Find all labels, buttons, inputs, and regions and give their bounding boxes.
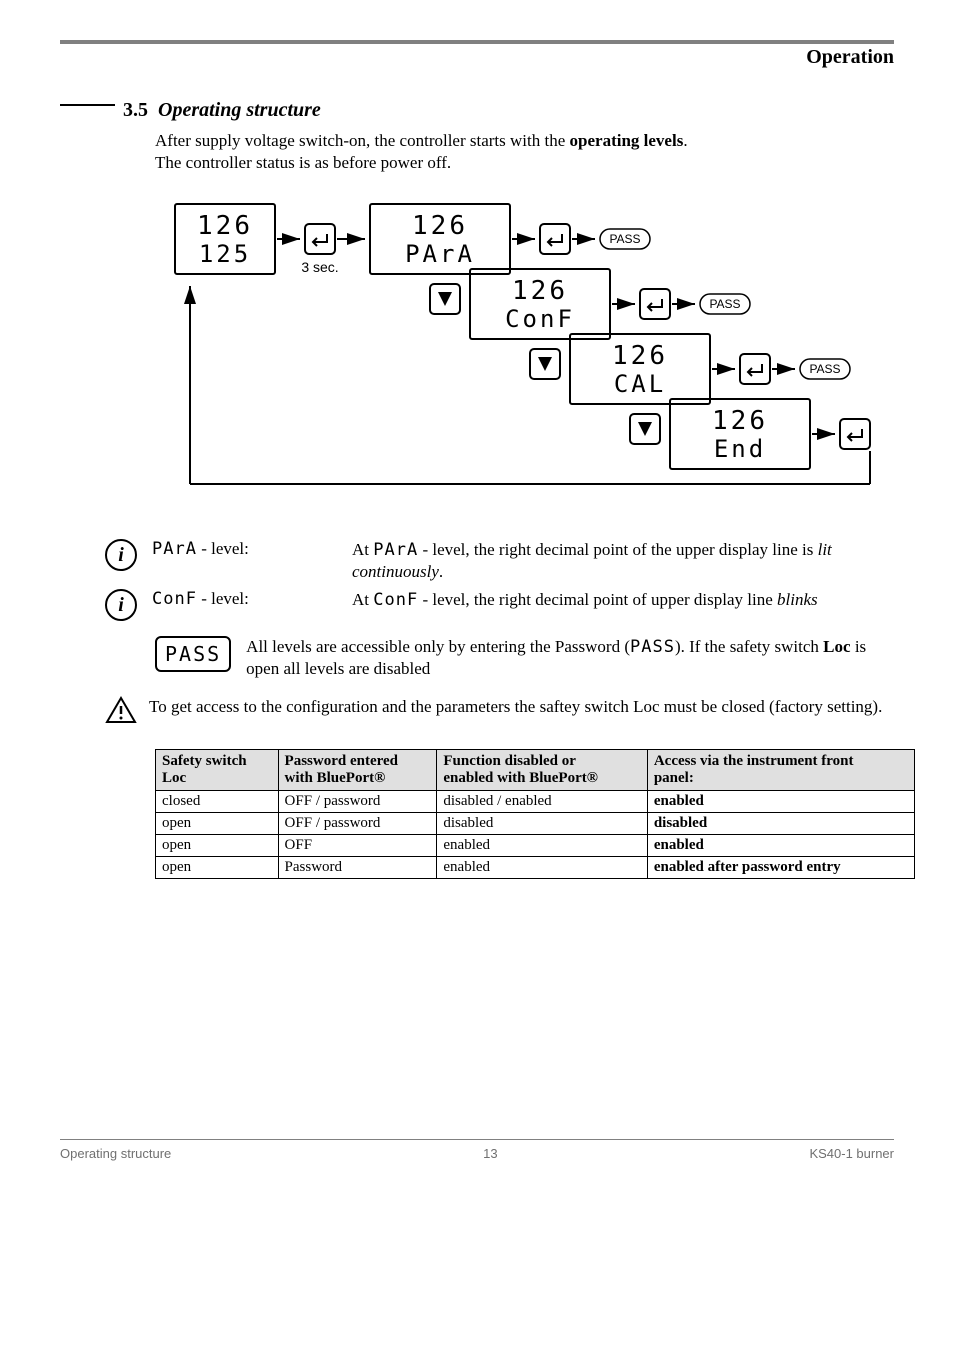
box1-line1: 126 bbox=[197, 211, 253, 241]
info2-a: At bbox=[352, 590, 373, 609]
pass3: PASS bbox=[809, 362, 840, 376]
info1-suffix: - level: bbox=[197, 539, 249, 558]
th2: Password enteredwith BluePort® bbox=[278, 749, 437, 790]
cell: OFF / password bbox=[278, 812, 437, 834]
th4: Access via the instrument frontpanel: bbox=[647, 749, 914, 790]
sec-label: 3 sec. bbox=[301, 259, 338, 275]
warning-icon bbox=[105, 696, 137, 724]
footer-center: 13 bbox=[483, 1146, 497, 1161]
info1-code: PArA bbox=[152, 539, 197, 559]
pb-b: ). If the safety switch bbox=[675, 637, 823, 656]
access-table: Safety switchLoc Password enteredwith Bl… bbox=[155, 749, 915, 879]
menu-flow-diagram: 126 125 3 sec. 126 PArA PASS 126 ConF PA… bbox=[155, 194, 894, 499]
intro-p2: The controller status is as before power… bbox=[155, 153, 451, 172]
section-rule bbox=[60, 104, 115, 106]
info2-b: - level, the right decimal point of uppe… bbox=[418, 590, 777, 609]
section-number: 3.5 bbox=[123, 99, 148, 122]
intro-p1c: . bbox=[683, 131, 687, 150]
pass-text: All levels are accessible only by enteri… bbox=[246, 636, 894, 680]
info1-label: PArA - level: bbox=[152, 539, 352, 559]
box3-line2: ConF bbox=[505, 305, 575, 333]
cell: enabled bbox=[647, 790, 914, 812]
intro-text: After supply voltage switch-on, the cont… bbox=[155, 130, 894, 174]
page-footer: Operating structure 13 KS40-1 burner bbox=[60, 1139, 894, 1161]
cell: OFF bbox=[278, 834, 437, 856]
box3-line1: 126 bbox=[512, 276, 568, 306]
box5-line1: 126 bbox=[712, 406, 768, 436]
pb-code: PASS bbox=[630, 637, 675, 657]
cell: open bbox=[156, 812, 279, 834]
info2-c: blinks bbox=[777, 590, 818, 609]
cell: disabled bbox=[437, 812, 647, 834]
cell: enabled after password entry bbox=[647, 856, 914, 878]
cell: enabled bbox=[437, 856, 647, 878]
warning-text: To get access to the configuration and t… bbox=[149, 696, 882, 718]
info2-label: ConF - level: bbox=[152, 589, 352, 609]
pb-a: All levels are accessible only by enteri… bbox=[246, 637, 630, 656]
info-conf-level: i ConF - level: At ConF - level, the rig… bbox=[105, 589, 894, 621]
diagram-svg: 126 125 3 sec. 126 PArA PASS 126 ConF PA… bbox=[155, 194, 905, 494]
section-header: 3.5 Operating structure bbox=[60, 99, 894, 122]
table-row: closedOFF / passworddisabled / enableden… bbox=[156, 790, 915, 812]
table-row: openOFFenabledenabled bbox=[156, 834, 915, 856]
info-para-level: i PArA - level: At PArA - level, the rig… bbox=[105, 539, 894, 583]
info2-code: ConF bbox=[152, 589, 197, 609]
pb-c: Loc bbox=[823, 637, 850, 656]
cell: enabled bbox=[437, 834, 647, 856]
footer-right: KS40-1 burner bbox=[809, 1146, 894, 1161]
info1-desc: At PArA - level, the right decimal point… bbox=[352, 539, 894, 583]
box5-line2: End bbox=[714, 435, 766, 463]
pass2: PASS bbox=[709, 297, 740, 311]
intro-p1b: operating levels bbox=[570, 131, 684, 150]
info1-a: At bbox=[352, 540, 373, 559]
section-title: Operating structure bbox=[158, 99, 321, 122]
info2-code2: ConF bbox=[373, 590, 418, 610]
box4-line2: CAL bbox=[614, 370, 666, 398]
info2-desc: At ConF - level, the right decimal point… bbox=[352, 589, 894, 611]
box4-line1: 126 bbox=[612, 341, 668, 371]
table-row: openPasswordenabledenabled after passwor… bbox=[156, 856, 915, 878]
info1-code2: PArA bbox=[373, 540, 418, 560]
info2-suffix: - level: bbox=[197, 589, 249, 608]
cell: OFF / password bbox=[278, 790, 437, 812]
header-bar bbox=[60, 40, 894, 44]
box1-line2: 125 bbox=[199, 240, 251, 268]
cell: open bbox=[156, 834, 279, 856]
password-note: PASS All levels are accessible only by e… bbox=[155, 636, 894, 680]
info1-b: - level, the right decimal point of the … bbox=[418, 540, 817, 559]
cell: enabled bbox=[647, 834, 914, 856]
intro-p1a: After supply voltage switch-on, the cont… bbox=[155, 131, 570, 150]
info-icon: i bbox=[105, 589, 137, 621]
cell: closed bbox=[156, 790, 279, 812]
page-header: Operation bbox=[60, 46, 894, 69]
box2-line1: 126 bbox=[412, 211, 468, 241]
pass-code-box: PASS bbox=[155, 636, 231, 672]
th1: Safety switchLoc bbox=[156, 749, 279, 790]
cell: disabled bbox=[647, 812, 914, 834]
table-row: openOFF / passworddisableddisabled bbox=[156, 812, 915, 834]
info-icon: i bbox=[105, 539, 137, 571]
footer-left: Operating structure bbox=[60, 1146, 171, 1161]
info1-d: . bbox=[439, 562, 443, 581]
warning-note: To get access to the configuration and t… bbox=[105, 696, 894, 724]
cell: open bbox=[156, 856, 279, 878]
pass1: PASS bbox=[609, 232, 640, 246]
th3: Function disabled orenabled with BluePor… bbox=[437, 749, 647, 790]
cell: disabled / enabled bbox=[437, 790, 647, 812]
cell: Password bbox=[278, 856, 437, 878]
box2-line2: PArA bbox=[405, 240, 475, 268]
